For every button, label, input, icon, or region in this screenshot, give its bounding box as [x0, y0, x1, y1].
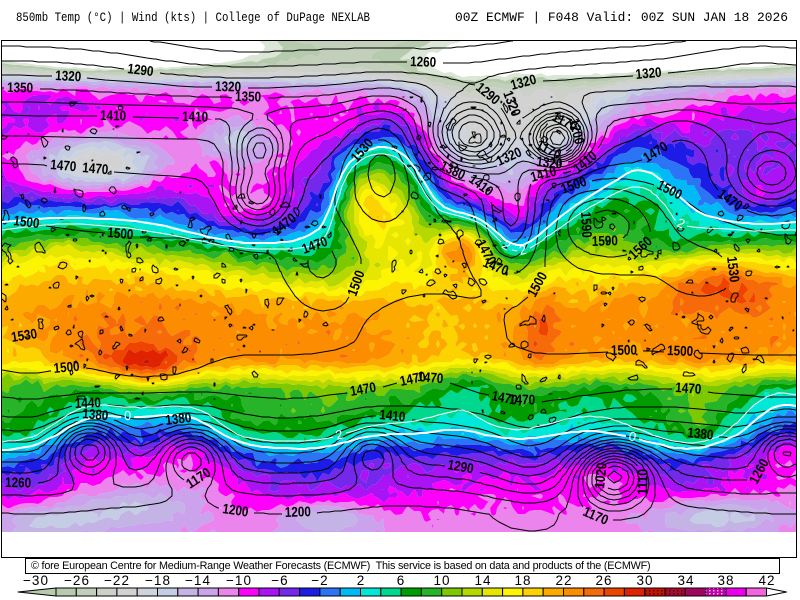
svg-text:1320: 1320	[635, 64, 662, 82]
svg-text:0: 0	[627, 428, 637, 444]
svg-text:1530: 1530	[724, 255, 743, 283]
svg-text:1110: 1110	[634, 469, 650, 495]
svg-text:34: 34	[677, 574, 694, 588]
svg-text:850mb Temp (°C) | Wind (kts) |: 850mb Temp (°C) | Wind (kts) | College o…	[16, 10, 370, 25]
svg-text:−22: −22	[104, 574, 130, 588]
svg-text:−2: −2	[311, 574, 328, 588]
svg-text:−14: −14	[185, 574, 211, 588]
svg-text:1350: 1350	[235, 88, 261, 104]
svg-text:1470: 1470	[50, 156, 77, 174]
svg-text:−18: −18	[145, 574, 171, 588]
svg-text:14: 14	[474, 574, 491, 588]
svg-text:1380: 1380	[164, 409, 192, 428]
svg-text:1290: 1290	[127, 60, 155, 79]
svg-text:1440: 1440	[75, 394, 102, 411]
svg-text:1200: 1200	[285, 503, 312, 520]
svg-text:1470: 1470	[417, 368, 444, 386]
svg-text:1320: 1320	[509, 71, 538, 93]
svg-text:2: 2	[334, 426, 345, 442]
svg-text:1590: 1590	[592, 232, 619, 249]
svg-text:1590: 1590	[578, 211, 595, 238]
svg-text:1410: 1410	[182, 108, 208, 124]
svg-text:1260: 1260	[5, 474, 31, 490]
svg-text:1530: 1530	[10, 325, 38, 345]
svg-text:1470: 1470	[398, 368, 427, 389]
svg-text:1470: 1470	[490, 387, 519, 408]
svg-text:−10: −10	[226, 574, 252, 588]
svg-text:1320: 1320	[536, 153, 564, 172]
svg-text:1020: 1020	[591, 462, 610, 490]
svg-text:1380: 1380	[82, 405, 109, 423]
svg-text:1200: 1200	[222, 500, 250, 519]
svg-text:26: 26	[595, 574, 612, 588]
svg-text:1410: 1410	[379, 406, 407, 425]
svg-text:22: 22	[555, 574, 572, 588]
svg-text:1500: 1500	[53, 358, 80, 376]
svg-text:10: 10	[433, 574, 450, 588]
svg-text:1500: 1500	[611, 342, 637, 358]
svg-text:1470: 1470	[349, 379, 378, 399]
svg-text:−26: −26	[64, 574, 90, 588]
svg-text:00Z ECMWF | F048 Valid: 00Z SU: 00Z ECMWF | F048 Valid: 00Z SUN JAN 18 2…	[455, 10, 788, 25]
svg-text:1350: 1350	[7, 79, 33, 95]
svg-text:2: 2	[357, 574, 366, 588]
svg-text:−30: −30	[23, 574, 49, 588]
svg-text:42: 42	[758, 574, 775, 588]
svg-text:30: 30	[636, 574, 653, 588]
svg-text:1470: 1470	[509, 391, 535, 407]
svg-text:1470: 1470	[82, 159, 109, 177]
svg-text:1320: 1320	[55, 67, 82, 84]
svg-text:0: 0	[124, 408, 131, 423]
svg-text:1500: 1500	[107, 224, 134, 242]
svg-text:1200: 1200	[566, 117, 588, 146]
svg-text:1380: 1380	[687, 424, 715, 443]
svg-text:1410: 1410	[100, 107, 126, 123]
svg-text:1290: 1290	[446, 456, 475, 476]
svg-text:−6: −6	[271, 574, 288, 588]
svg-text:2: 2	[518, 242, 528, 258]
svg-text:1260: 1260	[410, 53, 437, 70]
svg-text:38: 38	[717, 574, 734, 588]
svg-text:1500: 1500	[667, 342, 694, 359]
svg-text:1470: 1470	[675, 379, 702, 397]
svg-text:18: 18	[514, 574, 531, 588]
svg-text:6: 6	[397, 574, 406, 588]
svg-text:1320: 1320	[215, 78, 241, 94]
svg-text:1410: 1410	[529, 163, 558, 185]
svg-text:1500: 1500	[13, 212, 41, 231]
